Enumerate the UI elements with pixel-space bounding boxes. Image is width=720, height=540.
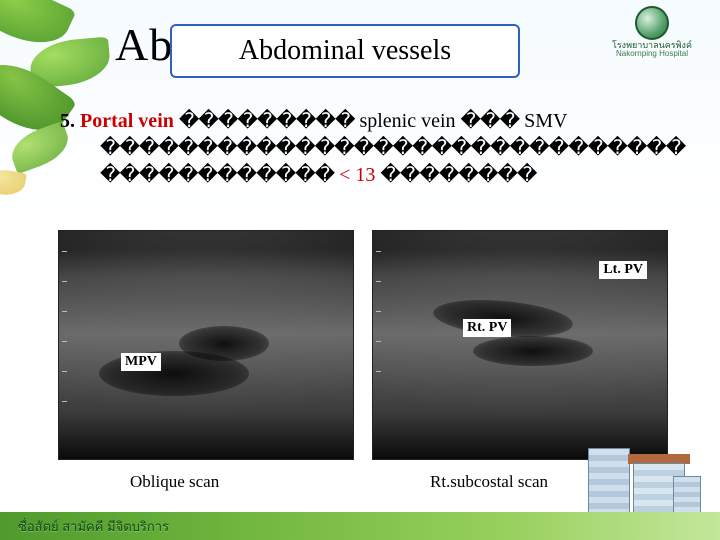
hospital-building-icon [578, 428, 708, 518]
footer-bar: ซื่อสัตย์ สามัคคี มีจิตบริการ [0, 512, 720, 540]
title-box: Abdominal vessels [170, 24, 520, 78]
smv-label: SMV [524, 110, 567, 132]
footer-motto: ซื่อสัตย์ สามัคคี มีจิตบริการ [18, 516, 169, 537]
vessel-shadow [473, 336, 593, 366]
line-2: ������������������������������ [100, 135, 700, 162]
item-name: Portal vein [80, 110, 174, 132]
placeholder-a: ��������� [179, 110, 355, 132]
caption-subcostal: Rt.subcostal scan [430, 472, 548, 492]
vessel-shadow [179, 326, 269, 361]
placeholder-b: ��� [461, 110, 520, 132]
scale-tick [62, 341, 67, 342]
scale-tick [62, 281, 67, 282]
line-1: 5. Portal vein ��������� splenic vein ��… [60, 108, 700, 135]
slide-title-block: Abc ominal vessel s Abdominal vessels [115, 18, 615, 71]
line-3: ������������ < 13 �������� [100, 162, 700, 189]
scale-tick [376, 251, 381, 252]
scan-subcostal: Lt. PV Rt. PV [372, 230, 668, 460]
scale-tick [62, 251, 67, 252]
placeholder-line2: ������������������������������ [100, 137, 685, 159]
scan-row: MPV Lt. PV Rt. PV [58, 230, 668, 460]
rt-pv-label: Rt. PV [463, 319, 511, 337]
scan-oblique: MPV [58, 230, 354, 460]
limit-value: < 13 [339, 164, 375, 186]
scale-tick [62, 401, 67, 402]
mpv-label: MPV [121, 353, 161, 371]
title-box-text: Abdominal vessels [239, 35, 451, 67]
caption-oblique: Oblique scan [130, 472, 219, 492]
lt-pv-label: Lt. PV [599, 261, 647, 279]
body-text: 5. Portal vein ��������� splenic vein ��… [60, 108, 700, 189]
scale-tick [376, 311, 381, 312]
scale-tick [376, 341, 381, 342]
scale-tick [62, 371, 67, 372]
scale-tick [62, 311, 67, 312]
item-number: 5. [60, 110, 75, 132]
placeholder-line3b: �������� [380, 164, 536, 186]
building-block [588, 448, 630, 518]
placeholder-line3a: ������������ [100, 164, 334, 186]
hospital-emblem-icon [635, 6, 669, 40]
scale-tick [376, 281, 381, 282]
splenic-label: splenic vein [359, 110, 455, 132]
scale-tick [376, 371, 381, 372]
